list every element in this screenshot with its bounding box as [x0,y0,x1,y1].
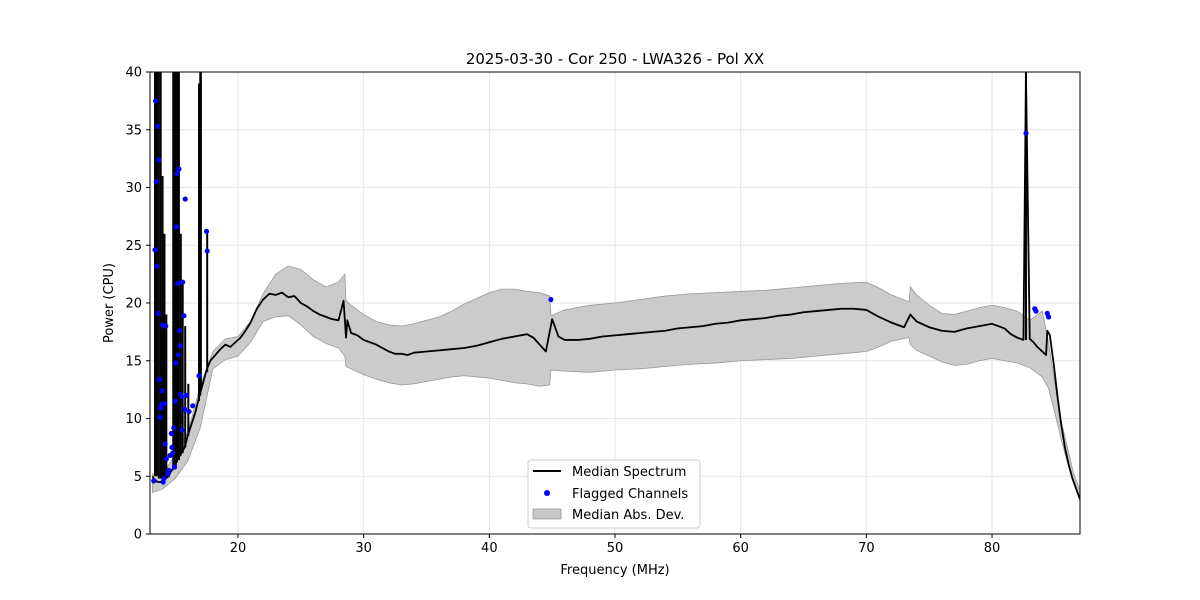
y-tick-label: 10 [125,412,142,427]
chart-title: 2025-03-30 - Cor 250 - LWA326 - Pol XX [466,50,764,68]
flagged-channel-point [163,323,169,329]
flagged-channel-point [161,475,167,482]
flagged-channel-point [190,403,196,409]
flagged-channel-point [176,328,183,334]
flagged-channel-point [174,171,180,177]
flagged-channel-point [1045,314,1052,320]
flagged-channel-point [181,313,187,319]
flagged-channel-point [170,450,176,456]
legend-mad-label: Median Abs. Dev. [572,508,684,523]
y-tick-label: 20 [125,297,142,312]
median-spectrum-line [151,72,1080,500]
flagged-points-layer [151,98,1052,485]
flagged-channel-point [180,279,186,285]
flagged-channel-point [153,179,159,185]
flagged-channel-point [182,196,188,202]
legend-median-label: Median Spectrum [572,465,686,480]
flagged-channel-point [155,310,161,316]
flagged-channel-point [172,398,178,404]
y-tick-label: 30 [125,181,142,196]
x-tick-label: 40 [481,541,498,556]
flagged-channel-point [154,123,161,129]
flagged-channel-point [548,296,554,303]
y-tick-label: 0 [134,528,142,543]
legend-flagged-label: Flagged Channels [572,487,688,502]
flagged-channel-point [162,441,168,447]
x-axis-ticks: 20 30 40 50 60 70 80 [230,534,1001,556]
flagged-channel-point [1023,130,1029,136]
x-tick-label: 20 [230,541,247,556]
flagged-channel-point [163,456,169,462]
flagged-channel-point [175,352,181,358]
flagged-channel-point [186,408,192,415]
y-tick-label: 15 [125,354,142,369]
mad-band-layer [152,265,1080,500]
legend-mad-swatch [532,508,562,520]
flagged-channel-point [157,414,163,420]
flagged-channel-point [156,376,163,382]
flagged-channel-point [181,406,188,412]
x-axis-label: Frequency (MHz) [560,563,669,578]
flagged-channel-point [169,444,175,450]
flagged-channel-point [203,228,210,234]
legend-box [527,459,701,529]
flagged-channel-point [204,248,210,254]
flagged-channel-point [176,166,182,172]
flagged-channel-point [178,393,185,400]
flagged-channel-point [152,247,158,253]
x-tick-label: 30 [355,541,372,556]
median-line-layer [151,72,1080,500]
mad-band [152,265,1080,500]
flagged-channel-point [156,157,162,163]
legend-flagged-swatch [544,490,550,496]
plot-content [151,72,1080,500]
y-tick-label: 40 [125,66,142,81]
flagged-channel-point [171,425,177,431]
y-tick-label: 25 [125,239,142,254]
flagged-channel-point [173,224,179,230]
flagged-channel-point [159,388,165,394]
flagged-channel-point [166,467,172,474]
x-tick-label: 50 [607,541,624,556]
y-tick-label: 5 [134,470,142,485]
y-axis-label: Power (CPU) [102,263,117,343]
y-axis-ticks: 0 5 10 15 20 25 30 35 40 [125,66,150,543]
flagged-channel-point [179,427,185,433]
flagged-channel-point [161,400,168,407]
x-tick-label: 80 [984,541,1001,556]
flagged-channel-point [1033,308,1039,314]
x-tick-label: 60 [732,541,749,556]
flagged-channel-point [168,430,174,437]
flagged-channel-point [171,464,178,470]
legend: Median Spectrum Flagged Channels Median … [527,459,701,529]
flagged-channel-point [153,98,159,104]
flagged-channel-point [175,280,181,286]
x-tick-label: 70 [858,541,875,556]
flagged-channel-point [154,263,160,269]
flagged-channel-point [177,343,183,349]
flagged-channel-point [151,478,157,484]
flagged-channel-point [196,373,202,379]
y-tick-label: 35 [125,123,142,138]
flagged-channel-point [173,360,179,366]
flagged-channel-point [183,392,190,398]
